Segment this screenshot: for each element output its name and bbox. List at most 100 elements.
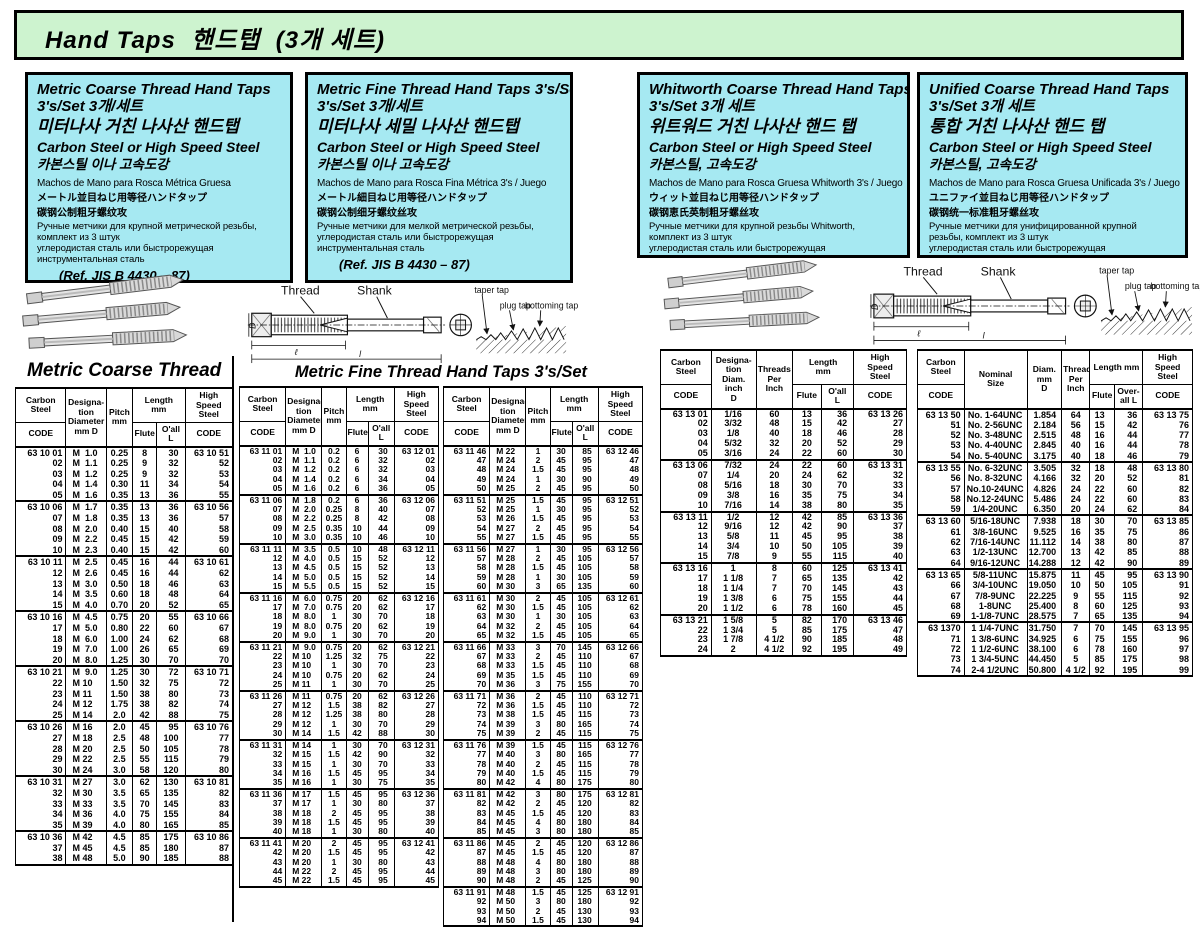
- bottoming-tap-label: bottoming tap: [525, 300, 578, 310]
- table-cell: 1.5: [525, 710, 550, 720]
- header-hss: High Speed Steel: [853, 350, 907, 385]
- table-cell: 46: [820, 429, 854, 440]
- table-cell: 2: [525, 652, 550, 662]
- table-cell: M 4.5: [65, 610, 107, 623]
- table-cell: 90: [132, 853, 157, 866]
- dim-flute-label: ℓ: [916, 329, 920, 339]
- info-ref: (Ref. JIS B 4430 – 87): [339, 257, 470, 272]
- table-cell: 45: [549, 591, 573, 603]
- table-cell: 0.5: [321, 582, 346, 593]
- table-row: 07 M 1.8 0.35 13 36 57: [14, 513, 233, 524]
- table-cell: 3.5: [105, 787, 133, 799]
- table-cell: 40: [393, 827, 439, 838]
- table-cell: 52: [367, 553, 395, 564]
- table-cell: 180: [571, 866, 599, 877]
- table-cell: 63 10 16: [14, 610, 66, 623]
- table-cell: 90: [571, 474, 599, 485]
- table-cell: M 2.0: [285, 504, 322, 515]
- table-cell: 68: [917, 600, 965, 612]
- table-cell: 34: [156, 479, 186, 490]
- table-cell: 3/16: [710, 449, 757, 461]
- table-cell: 73: [184, 688, 233, 700]
- table-cell: 30: [345, 680, 369, 691]
- table-cell: 1.25: [321, 710, 346, 720]
- table-cell: 48: [132, 732, 157, 744]
- table-cell: 15: [792, 419, 822, 430]
- table-row: 24 M 10 0.75 20 62 24: [238, 670, 439, 681]
- table-cell: M 24: [489, 474, 526, 485]
- header-code: CODE: [917, 384, 965, 410]
- table-cell: 18: [393, 612, 439, 622]
- table-row: 52 M 25 1 30 95 52: [442, 504, 643, 515]
- table-cell: 48: [853, 635, 907, 646]
- info-text-ru: Ручные метчики для крупной метрической р…: [37, 221, 257, 265]
- table-cell: 0.80: [105, 623, 133, 634]
- table-cell: 45: [549, 523, 573, 534]
- table-row: 38 M 18 2 45 95 38: [238, 808, 439, 818]
- table-cell: 7: [755, 574, 793, 584]
- table-cell: M 10: [285, 661, 322, 671]
- table-cell: 1: [321, 799, 346, 809]
- table-cell: M 16: [65, 720, 107, 733]
- table-cell: M 28: [489, 563, 526, 573]
- table-cell: 63 12 16: [393, 591, 439, 603]
- table-cell: 0.75: [105, 610, 133, 623]
- table-cell: 66: [917, 580, 965, 591]
- table-cell: 63 12 76: [597, 738, 643, 751]
- table-cell: M 1.0: [285, 444, 322, 456]
- table-row: 83 M 45 1.5 45 120 83: [442, 808, 643, 818]
- table-cell: M 42: [489, 799, 526, 809]
- header-designation: Designa- tion Diameter mm D: [285, 387, 322, 447]
- table-row: 63 1370 1 1/4-7UNC 31.750 7 70 145 63 13 95: [917, 621, 1193, 634]
- table-cell: 32: [156, 458, 186, 469]
- table-cell: 10: [238, 533, 286, 544]
- table-cell: 45: [549, 621, 573, 632]
- table-cell: M 27: [489, 533, 526, 544]
- info-steel-kr: 카본스틸, 고속도강: [929, 157, 1036, 172]
- table-cell: M 9.0: [285, 640, 322, 653]
- table-cell: M 33: [489, 640, 526, 653]
- table-cell: 32: [755, 439, 793, 450]
- table-row: 33 M 15 1 30 70 33: [238, 759, 439, 769]
- table-cell: 63 13 11: [660, 510, 712, 523]
- info-title-en: Whitworth Coarse Thread Hand Taps: [649, 81, 910, 98]
- table-cell: 105: [571, 603, 599, 613]
- table-cell: 64: [442, 621, 490, 632]
- table-row: 63 11 61 M 30 2 45 105 63 12 61: [442, 591, 643, 603]
- table-row: 82 M 42 2 45 120 82: [442, 799, 643, 809]
- table-row: 40 M 18 1 30 80 40: [238, 827, 439, 838]
- metric-fine-section: Metric Fine Thread Hand Taps 3's/Set Car…: [238, 363, 643, 927]
- table-cell: 120: [571, 848, 599, 858]
- table-cell: 45: [549, 916, 573, 927]
- table-cell: 95: [367, 787, 395, 800]
- table-row: 63 11 31 M 14 1 30 70 63 12 31: [238, 738, 439, 751]
- table-cell: 93: [1142, 600, 1193, 612]
- table-cell: 165: [571, 750, 599, 760]
- table-row: 84 M 45 4 80 180 84: [442, 817, 643, 828]
- table-cell: M 22: [65, 754, 107, 765]
- table-cell: 45: [345, 787, 369, 800]
- table-row: 57 No.10-24UNC 4.826 24 22 60 82: [917, 483, 1193, 494]
- table-cell: 69: [597, 670, 643, 681]
- table-cell: 16: [132, 555, 157, 569]
- table-cell: M 3.0: [285, 533, 322, 544]
- table-cell: 0.75: [321, 670, 346, 681]
- table-row: 03 M 1.2 0.2 6 32 03: [238, 465, 439, 475]
- table-cell: 52: [184, 458, 233, 469]
- table-cell: 63 13 16: [660, 562, 712, 574]
- table-cell: 30: [345, 719, 369, 730]
- table-cell: 80: [549, 750, 573, 760]
- table-cell: 1.854: [1026, 407, 1062, 420]
- table-cell: 05: [238, 484, 286, 495]
- table-cell: 63 11 06: [238, 493, 286, 505]
- table-cell: 0.25: [105, 458, 133, 469]
- whitworth-section: Carbon Steel Designa- tion Diam. inch D …: [660, 349, 907, 658]
- table-cell: 63 10 86: [184, 830, 233, 843]
- info-text-ru: Ручные метчики для мелкой метрической ре…: [317, 221, 534, 254]
- table-row: 70 M 36 3 75 155 70: [442, 680, 643, 691]
- table-row: 44 M 22 2 45 95 44: [238, 866, 439, 877]
- table-cell: M 8.0: [285, 621, 322, 632]
- table-cell: 10: [345, 542, 369, 554]
- table-cell: 58: [917, 493, 965, 505]
- table-cell: 1.5: [525, 661, 550, 671]
